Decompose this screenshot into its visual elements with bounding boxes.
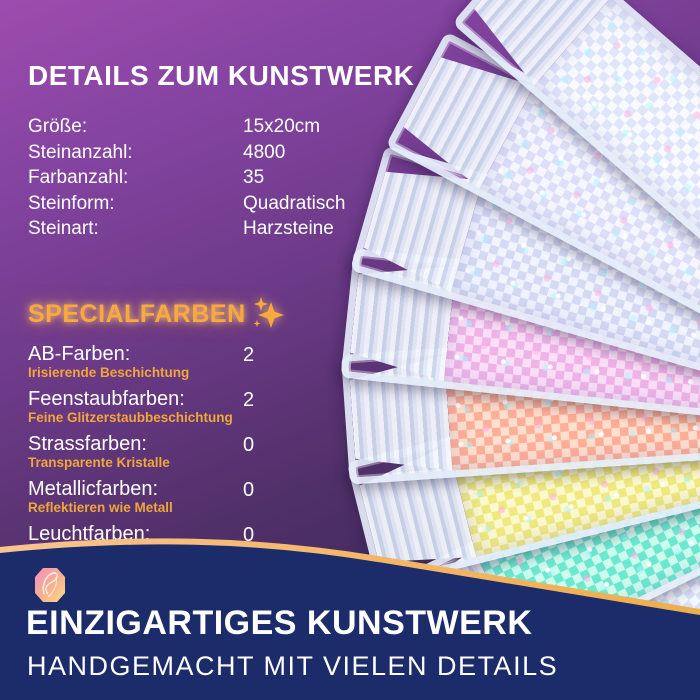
special-description: Irisierende Beschichtung	[28, 365, 190, 380]
specialfarben-title-text: SPECIALFARBEN	[28, 299, 246, 328]
detail-value: 4800	[243, 141, 286, 163]
footer-subtitle: HANDGEMACHT MIT VIELEN DETAILS	[27, 651, 559, 681]
special-value: 0	[243, 479, 255, 501]
detail-label: Farbanzahl:	[28, 167, 129, 188]
brand-diamond-logo	[35, 568, 65, 602]
special-row-ab-farben: AB-Farben: Irisierende Beschichtung 2	[28, 344, 348, 381]
footer-title: EINZIGARTIGES KUNSTWERK	[26, 604, 533, 642]
details-section: DETAILS ZUM KUNSTWERK Größe: 15x20cm Ste…	[28, 60, 414, 242]
special-row-metallicfarben: Metallicfarben: Reflektieren wie Metall …	[28, 479, 348, 516]
sparkles-icon	[253, 297, 284, 328]
special-row-strassfarben: Strassfarben: Transparente Kristalle 0	[28, 434, 348, 471]
special-description: Feine Glitzerstaubbeschichtung	[28, 410, 233, 425]
special-label: Strassfarben:	[28, 433, 147, 455]
detail-row-groesse: Größe: 15x20cm	[28, 114, 414, 140]
details-rows: Größe: 15x20cm Steinanzahl: 4800 Farbanz…	[28, 114, 414, 242]
special-label: Metallicfarben:	[28, 478, 159, 500]
special-description: Reflektieren wie Metall	[28, 500, 173, 515]
detail-value: Harzsteine	[243, 218, 334, 239]
special-label: AB-Farben:	[28, 343, 131, 365]
detail-row-farbanzahl: Farbanzahl: 35	[28, 165, 414, 191]
detail-row-steinform: Steinform: Quadratisch	[28, 191, 414, 217]
detail-label: Steinform:	[28, 192, 115, 214]
detail-value: 15x20cm	[243, 116, 321, 137]
detail-label: Größe:	[28, 116, 88, 137]
detail-row-steinart: Steinart: Harzsteine	[28, 216, 414, 242]
special-label: Feenstaubfarben:	[28, 388, 185, 410]
specialfarben-title: SPECIALFARBEN	[28, 297, 348, 330]
special-value: 0	[243, 434, 255, 456]
details-title: DETAILS ZUM KUNSTWERK	[28, 60, 415, 91]
special-value: 0	[243, 524, 255, 546]
detail-value: Quadratisch	[243, 192, 346, 214]
detail-label: Steinart:	[28, 218, 99, 239]
special-value: 2	[243, 389, 255, 411]
detail-label: Steinanzahl:	[28, 141, 133, 163]
detail-row-steinanzahl: Steinanzahl: 4800	[28, 140, 414, 166]
special-value: 2	[243, 344, 255, 366]
special-description: Transparente Kristalle	[28, 455, 170, 470]
detail-value: 35	[243, 167, 265, 188]
special-row-feenstaubfarben: Feenstaubfarben: Feine Glitzerstaubbesch…	[28, 389, 348, 426]
